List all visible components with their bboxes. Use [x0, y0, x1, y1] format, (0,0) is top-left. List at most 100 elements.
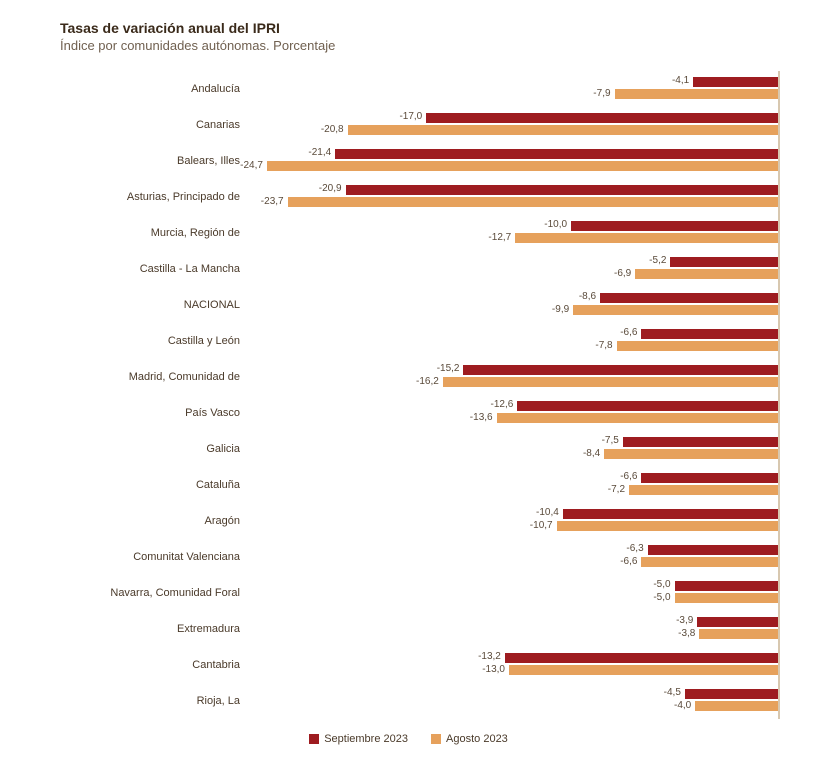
- bar-sep: [517, 401, 778, 411]
- chart-row: Cantabria-13,2-13,0: [40, 647, 780, 683]
- legend-label-sep: Septiembre 2023: [324, 733, 408, 745]
- bar-sep: [670, 257, 778, 267]
- bar-sep: [675, 581, 778, 591]
- value-label-ago: -13,0: [482, 664, 505, 675]
- bar-sep: [346, 185, 778, 195]
- category-label: NACIONAL: [40, 299, 248, 311]
- value-label-ago: -3,8: [678, 628, 695, 639]
- bar-sep: [693, 77, 778, 87]
- value-label-sep: -21,4: [308, 147, 331, 158]
- value-label-sep: -6,6: [620, 327, 637, 338]
- baseline: [778, 251, 780, 287]
- bars-cell: -5,2 -6,9: [248, 251, 780, 287]
- baseline: [778, 683, 780, 719]
- category-label: Galicia: [40, 443, 248, 455]
- chart-row: Rioja, La-4,5-4,0: [40, 683, 780, 719]
- baseline: [778, 215, 780, 251]
- bars-cell: -20,9-23,7: [248, 179, 780, 215]
- bar-ago: [497, 413, 778, 423]
- value-label-sep: -6,6: [620, 471, 637, 482]
- plot-area: Andalucía-4,1-7,9Canarias-17,0-20,8Balea…: [40, 71, 780, 719]
- value-label-sep: -13,2: [478, 651, 501, 662]
- category-label: Andalucía: [40, 83, 248, 95]
- bars-cell: -6,6 -7,2: [248, 467, 780, 503]
- value-label-sep: -6,3: [626, 543, 643, 554]
- chart-row: Extremadura -3,9 -3,8: [40, 611, 780, 647]
- chart-row: País Vasco-12,6-13,6: [40, 395, 780, 431]
- value-label-sep: -3,9: [676, 615, 693, 626]
- category-label: Extremadura: [40, 623, 248, 635]
- category-label: Madrid, Comunidad de: [40, 371, 248, 383]
- value-label-ago: -5,0: [653, 592, 670, 603]
- bars-cell: -6,6-7,8: [248, 323, 780, 359]
- bar-sep: [685, 689, 778, 699]
- chart-row: Asturias, Principado de-20,9-23,7: [40, 179, 780, 215]
- category-label: Canarias: [40, 119, 248, 131]
- bar-sep: [426, 113, 778, 123]
- category-label: Asturias, Principado de: [40, 191, 248, 203]
- chart-title: Tasas de variación anual del IPRI: [60, 20, 797, 36]
- value-label-sep: -5,0: [653, 579, 670, 590]
- value-label-sep: -10,0: [544, 219, 567, 230]
- bars-cell: -7,5-8,4: [248, 431, 780, 467]
- bar-ago: [557, 521, 778, 531]
- value-label-ago: -16,2: [416, 376, 439, 387]
- baseline: [778, 647, 780, 683]
- bars-cell: -5,0 -5,0: [248, 575, 780, 611]
- bar-ago: [443, 377, 778, 387]
- value-label-ago: -7,2: [608, 484, 625, 495]
- baseline: [778, 395, 780, 431]
- bars-cell: -4,1-7,9: [248, 71, 780, 107]
- bars-cell: -10,0-12,7: [248, 215, 780, 251]
- bar-sep: [600, 293, 778, 303]
- bars-cell: -4,5-4,0: [248, 683, 780, 719]
- bar-ago: [675, 593, 778, 603]
- value-label-sep: -7,5: [602, 435, 619, 446]
- bar-ago: [573, 305, 778, 315]
- legend-swatch-ago: [431, 734, 441, 744]
- legend-swatch-sep: [309, 734, 319, 744]
- baseline: [778, 611, 780, 647]
- category-label: Rioja, La: [40, 695, 248, 707]
- chart-row: Castilla y León-6,6-7,8: [40, 323, 780, 359]
- bar-sep: [563, 509, 778, 519]
- bars-cell: -15,2 -16,2: [248, 359, 780, 395]
- baseline: [778, 431, 780, 467]
- value-label-sep: -10,4: [536, 507, 559, 518]
- legend-item-sep: Septiembre 2023: [309, 733, 408, 745]
- bar-ago: [288, 197, 778, 207]
- bars-cell: -21,4-24,7: [248, 143, 780, 179]
- chart-row: Navarra, Comunidad Foral-5,0-5,0: [40, 575, 780, 611]
- chart-row: Castilla - La Mancha -5,2 -6,9: [40, 251, 780, 287]
- legend-item-ago: Agosto 2023: [431, 733, 508, 745]
- chart-row: Galicia-7,5-8,4: [40, 431, 780, 467]
- category-label: Castilla - La Mancha: [40, 263, 248, 275]
- baseline: [778, 107, 780, 143]
- chart-row: Canarias-17,0-20,8: [40, 107, 780, 143]
- chart-row: Comunitat Valenciana-6,3-6,6: [40, 539, 780, 575]
- baseline: [778, 539, 780, 575]
- bars-cell: -12,6-13,6: [248, 395, 780, 431]
- category-label: Castilla y León: [40, 335, 248, 347]
- value-label-sep: -15,2: [437, 363, 460, 374]
- bar-sep: [641, 473, 778, 483]
- bar-ago: [348, 125, 778, 135]
- chart-row: Madrid, Comunidad de -15,2 -16,2: [40, 359, 780, 395]
- baseline: [778, 575, 780, 611]
- value-label-ago: -9,9: [552, 304, 569, 315]
- bar-sep: [641, 329, 778, 339]
- bar-ago: [267, 161, 778, 171]
- value-label-ago: -6,9: [614, 268, 631, 279]
- bar-ago: [629, 485, 778, 495]
- bar-sep: [463, 365, 778, 375]
- bar-ago: [635, 269, 778, 279]
- bar-ago: [641, 557, 778, 567]
- bars-cell: -10,4 -10,7: [248, 503, 780, 539]
- bar-sep: [648, 545, 778, 555]
- chart-row: Andalucía-4,1-7,9: [40, 71, 780, 107]
- bar-ago: [699, 629, 778, 639]
- value-label-sep: -5,2: [649, 255, 666, 266]
- value-label-ago: -10,7: [530, 520, 553, 531]
- category-label: Comunitat Valenciana: [40, 551, 248, 563]
- legend: Septiembre 2023 Agosto 2023: [20, 733, 797, 747]
